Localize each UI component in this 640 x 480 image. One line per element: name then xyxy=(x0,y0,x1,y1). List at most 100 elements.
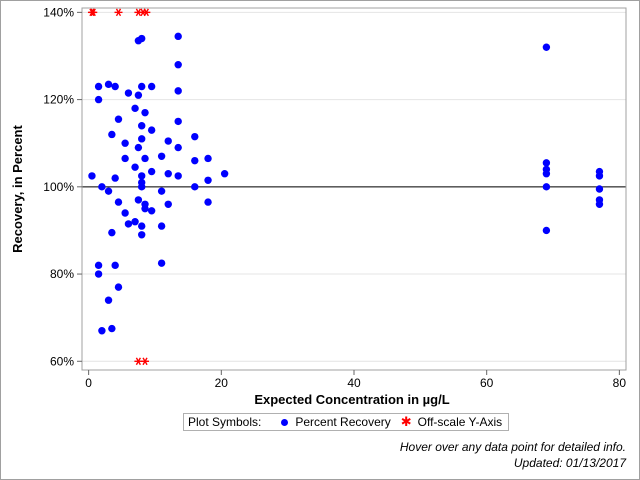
recovery-point[interactable] xyxy=(157,152,166,160)
recovery-point[interactable] xyxy=(595,172,604,180)
y-axis-label: Recovery, in Percent xyxy=(10,125,25,253)
recovery-point[interactable] xyxy=(147,167,156,176)
recovery-point[interactable] xyxy=(111,174,119,182)
offscale-star-point[interactable] xyxy=(142,8,151,17)
recovery-point[interactable] xyxy=(157,259,166,267)
recovery-point[interactable] xyxy=(147,207,156,215)
star-marker-icon: ✱ xyxy=(400,414,412,429)
legend-label-off-scale: Off-scale Y-Axis xyxy=(417,415,503,429)
recovery-point[interactable] xyxy=(131,163,139,171)
recovery-point[interactable] xyxy=(542,170,551,178)
x-axis-label: Expected Concentration in µg/L xyxy=(254,392,449,407)
recovery-point[interactable] xyxy=(164,200,172,208)
recovery-point[interactable] xyxy=(174,32,182,41)
y-tick-label: 120% xyxy=(43,93,74,107)
y-tick-label: 80% xyxy=(50,267,74,281)
y-tick-label: 100% xyxy=(43,180,74,194)
recovery-point[interactable] xyxy=(147,126,156,134)
legend: Plot Symbols: Percent Recovery ✱ Off-sca… xyxy=(183,413,510,431)
legend-item-off-scale: ✱ Off-scale Y-Axis xyxy=(401,415,502,429)
recovery-point[interactable] xyxy=(542,226,551,235)
recovery-point[interactable] xyxy=(138,172,146,180)
recovery-point[interactable] xyxy=(542,183,551,191)
recovery-point[interactable] xyxy=(138,34,146,43)
y-tick-label: 140% xyxy=(43,5,74,19)
recovery-point[interactable] xyxy=(138,135,146,143)
recovery-point[interactable] xyxy=(108,130,116,139)
legend-title: Plot Symbols: xyxy=(188,415,262,429)
recovery-point[interactable] xyxy=(114,198,123,206)
recovery-point[interactable] xyxy=(138,183,146,191)
recovery-point[interactable] xyxy=(595,200,604,208)
recovery-point[interactable] xyxy=(111,82,119,91)
x-tick-label: 0 xyxy=(85,376,92,390)
recovery-point[interactable] xyxy=(98,327,106,335)
x-tick-label: 60 xyxy=(480,376,494,390)
recovery-point[interactable] xyxy=(141,204,149,213)
recovery-point[interactable] xyxy=(121,139,129,147)
recovery-point[interactable] xyxy=(98,183,106,191)
hover-hint: Hover over any data point for detailed i… xyxy=(399,440,626,454)
recovery-point[interactable] xyxy=(134,91,143,99)
recovery-point[interactable] xyxy=(111,261,119,270)
recovery-point[interactable] xyxy=(131,218,139,226)
recovery-point[interactable] xyxy=(134,196,143,204)
offscale-star-point[interactable] xyxy=(141,357,150,366)
recovery-point[interactable] xyxy=(174,143,182,152)
recovery-point[interactable] xyxy=(191,156,199,165)
x-axis-ticks: 0 20 40 60 80 xyxy=(85,370,626,390)
recovery-point[interactable] xyxy=(94,270,103,278)
recovery-point[interactable] xyxy=(164,170,172,178)
recovery-point[interactable] xyxy=(88,172,96,180)
x-tick-label: 40 xyxy=(347,376,361,390)
recovery-point[interactable] xyxy=(174,87,182,95)
recovery-point[interactable] xyxy=(141,154,149,163)
recovery-point[interactable] xyxy=(174,117,182,126)
recovery-point[interactable] xyxy=(124,220,133,228)
recovery-point[interactable] xyxy=(164,137,172,145)
recovery-point[interactable] xyxy=(191,132,199,141)
recovery-point[interactable] xyxy=(157,187,166,195)
recovery-point[interactable] xyxy=(147,82,156,91)
recovery-point[interactable] xyxy=(542,43,551,51)
recovery-point[interactable] xyxy=(542,159,551,167)
offscale-star-point[interactable] xyxy=(114,8,123,17)
y-axis-ticks: 60% 80% 100% 120% 140% xyxy=(43,5,82,368)
recovery-point[interactable] xyxy=(104,187,113,195)
recovery-point[interactable] xyxy=(121,154,129,163)
recovery-point[interactable] xyxy=(121,209,129,217)
x-tick-label: 80 xyxy=(613,376,627,390)
recovery-point[interactable] xyxy=(220,170,229,178)
recovery-point[interactable] xyxy=(138,82,146,91)
offscale-star-point[interactable] xyxy=(89,8,98,17)
recovery-point[interactable] xyxy=(204,198,212,206)
y-tick-label: 60% xyxy=(50,354,74,368)
recovery-point[interactable] xyxy=(204,154,212,163)
recovery-point[interactable] xyxy=(204,176,212,184)
recovery-point[interactable] xyxy=(114,115,123,123)
recovery-point[interactable] xyxy=(108,324,116,333)
recovery-point[interactable] xyxy=(94,95,103,104)
recovery-point[interactable] xyxy=(595,185,604,193)
recovery-point[interactable] xyxy=(138,231,146,239)
recovery-point[interactable] xyxy=(138,222,146,230)
recovery-point[interactable] xyxy=(94,261,103,270)
updated-date: Updated: 01/13/2017 xyxy=(513,456,626,470)
recovery-point[interactable] xyxy=(191,183,199,191)
recovery-point[interactable] xyxy=(94,82,103,91)
recovery-point[interactable] xyxy=(131,104,139,113)
recovery-point[interactable] xyxy=(114,283,123,291)
recovery-point[interactable] xyxy=(157,222,166,230)
circle-marker-icon xyxy=(281,418,289,426)
recovery-point[interactable] xyxy=(141,108,149,117)
recovery-point[interactable] xyxy=(138,122,146,130)
recovery-point[interactable] xyxy=(108,228,116,237)
recovery-point[interactable] xyxy=(134,143,143,152)
scatter-plot: 60% 80% 100% 120% 140% 0 20 40 60 80 Recovery, i… xyxy=(10,5,627,407)
recovery-point[interactable] xyxy=(104,296,113,304)
recovery-point[interactable] xyxy=(174,60,182,69)
recovery-point[interactable] xyxy=(104,80,113,89)
data-points xyxy=(87,8,604,366)
recovery-point[interactable] xyxy=(174,172,182,180)
recovery-point[interactable] xyxy=(124,89,133,97)
